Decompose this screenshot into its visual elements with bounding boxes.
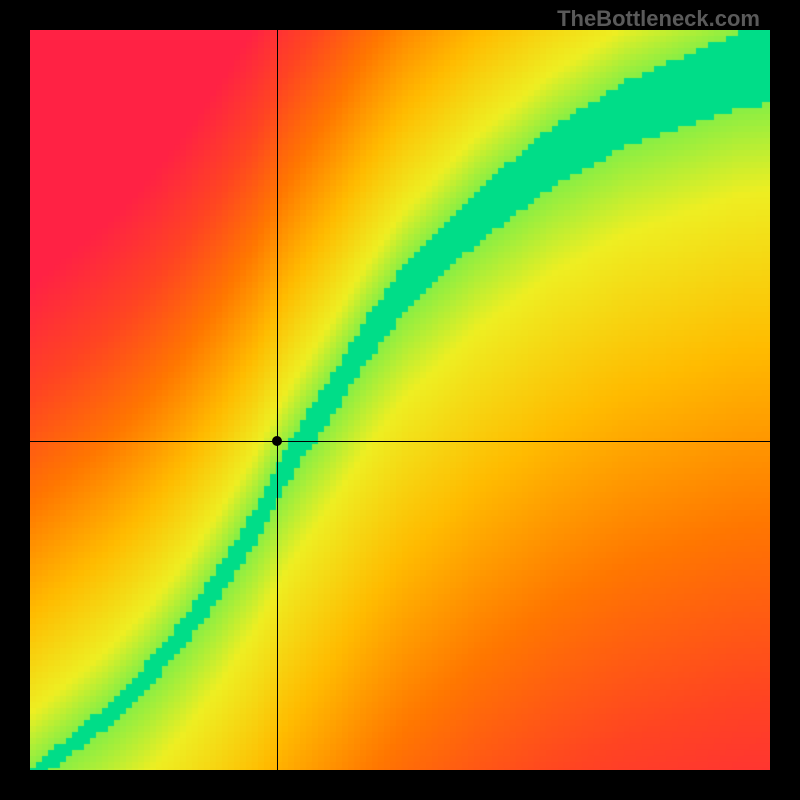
crosshair-horizontal [30,441,770,442]
marker-dot [272,436,282,446]
watermark-text: TheBottleneck.com [557,6,760,32]
plot-area [30,30,770,770]
heatmap-canvas [30,30,770,770]
crosshair-vertical [277,30,278,770]
